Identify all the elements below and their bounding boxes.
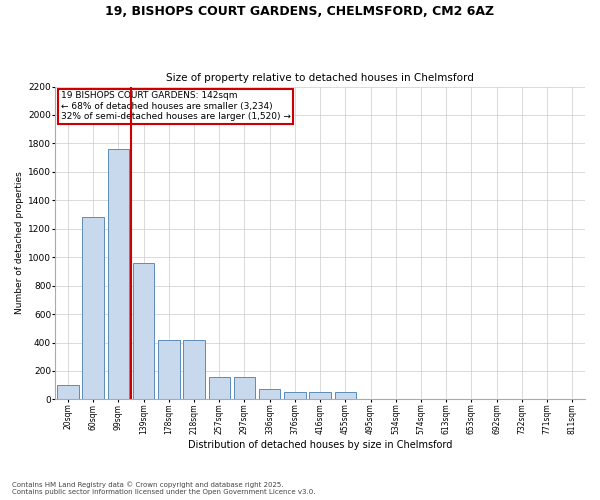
Bar [184, 340, 205, 400]
Bar [234, 376, 255, 400]
Y-axis label: Number of detached properties: Number of detached properties [15, 172, 24, 314]
Bar [107, 149, 129, 400]
Bar [133, 263, 154, 400]
Bar [259, 388, 280, 400]
Bar [284, 392, 305, 400]
Title: Size of property relative to detached houses in Chelmsford: Size of property relative to detached ho… [166, 73, 474, 83]
Bar [158, 340, 179, 400]
Text: Contains HM Land Registry data © Crown copyright and database right 2025.
Contai: Contains HM Land Registry data © Crown c… [12, 482, 316, 495]
Bar [209, 376, 230, 400]
Bar [82, 218, 104, 400]
Bar [335, 392, 356, 400]
Bar [310, 392, 331, 400]
Bar [57, 385, 79, 400]
Text: 19 BISHOPS COURT GARDENS: 142sqm
← 68% of detached houses are smaller (3,234)
32: 19 BISHOPS COURT GARDENS: 142sqm ← 68% o… [61, 91, 290, 121]
Text: 19, BISHOPS COURT GARDENS, CHELMSFORD, CM2 6AZ: 19, BISHOPS COURT GARDENS, CHELMSFORD, C… [106, 5, 494, 18]
X-axis label: Distribution of detached houses by size in Chelmsford: Distribution of detached houses by size … [188, 440, 452, 450]
